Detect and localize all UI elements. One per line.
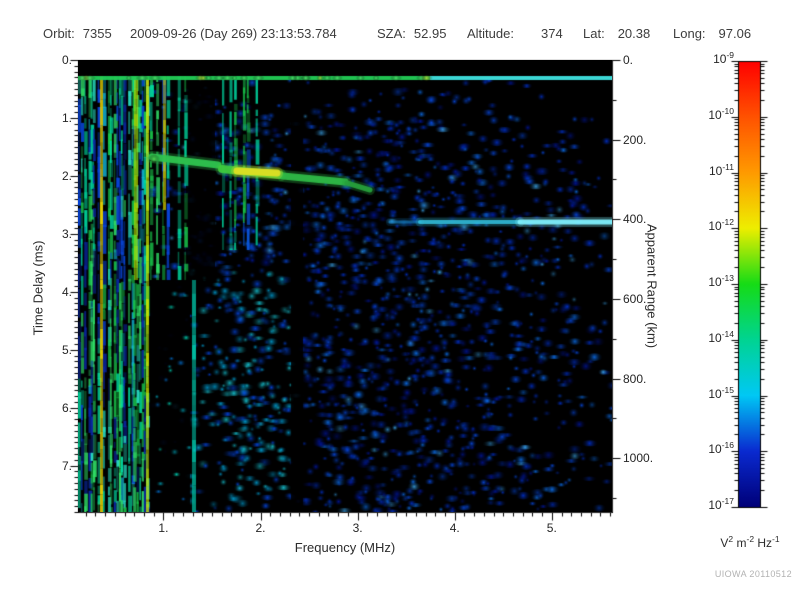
y-right-tick-label: 1000. bbox=[623, 451, 654, 466]
y-left-tick-label: 5. bbox=[61, 342, 72, 357]
colorbar-tick-label: 10-17 bbox=[708, 496, 734, 512]
header-field-label: Lat: bbox=[583, 26, 605, 41]
header-field-value: 7355 bbox=[82, 26, 112, 41]
x-tick-label: 2. bbox=[255, 521, 266, 535]
y-left-tick-label: 3. bbox=[61, 226, 72, 241]
y-left-tick-label: 7. bbox=[61, 458, 72, 473]
header-field: SZA: 52.95 bbox=[377, 26, 446, 41]
y-left-tick-label: 2. bbox=[61, 168, 72, 183]
x-tick-label: 4. bbox=[449, 521, 460, 535]
header-field-label: SZA: bbox=[377, 26, 406, 41]
header-field-value: 2009-09-26 (Day 269) 23:13:53.784 bbox=[130, 26, 337, 41]
header-field: 2009-09-26 (Day 269) 23:13:53.784 bbox=[130, 26, 337, 41]
y-left-tick-label: 6. bbox=[61, 400, 72, 415]
y-right-tick-label: 600. bbox=[623, 291, 647, 306]
colorbar-tick-label: 10-12 bbox=[708, 217, 734, 234]
colorbar-tick-label: 10-9 bbox=[713, 50, 734, 66]
colorbar-tick-label: 10-15 bbox=[708, 384, 734, 401]
header-field-value: 97.06 bbox=[718, 26, 752, 41]
header-field-value: 52.95 bbox=[413, 26, 447, 41]
x-axis-label: Frequency (MHz) bbox=[294, 540, 396, 555]
y-left-tick-label: 1. bbox=[61, 110, 72, 125]
header-field-value: 20.38 bbox=[617, 26, 651, 41]
colorbar-tick-label: 10-16 bbox=[708, 440, 734, 457]
colorbar-tick-label: 10-14 bbox=[708, 328, 734, 345]
header-field: Lat: 20.38 bbox=[583, 26, 650, 41]
header-field-value: 374 bbox=[540, 26, 563, 41]
colorbar-tick-label: 10-11 bbox=[708, 161, 734, 178]
colorbar-tick-label: 10-13 bbox=[708, 273, 734, 289]
y-right-tick-label: 0. bbox=[623, 53, 634, 67]
header-field: Altitude: 374 bbox=[467, 26, 563, 41]
watermark: UIOWA 20110512 bbox=[714, 569, 792, 579]
header-bar: Orbit: 7355 2009-09-26 (Day 269) 23:13:53.… bbox=[0, 26, 800, 42]
x-tick-label: 3. bbox=[352, 521, 363, 535]
header-field-label: Long: bbox=[673, 26, 706, 41]
y-right-tick-label: 800. bbox=[623, 371, 647, 386]
y-right-tick-label: 200. bbox=[623, 132, 647, 147]
colorbar-unit-label: V2 m-2 Hz-1 bbox=[720, 534, 780, 550]
y-right-tick-label: 400. bbox=[623, 212, 647, 227]
y-left-tick-label: 4. bbox=[61, 284, 72, 299]
header-field: Long: 97.06 bbox=[673, 26, 751, 41]
x-tick-label: 1. bbox=[158, 521, 169, 535]
spectrogram-canvas bbox=[78, 60, 612, 512]
header-field: Orbit: 7355 bbox=[43, 26, 112, 41]
header-field-label: Altitude: bbox=[467, 26, 514, 41]
header-field-label: Orbit: bbox=[43, 26, 75, 41]
y-axis-right-label: Apparent Range (km) bbox=[644, 223, 660, 349]
colorbar-tick-label: 10-10 bbox=[708, 105, 734, 122]
y-left-tick-label: 0. bbox=[61, 53, 72, 67]
x-tick-label: 5. bbox=[546, 521, 557, 535]
